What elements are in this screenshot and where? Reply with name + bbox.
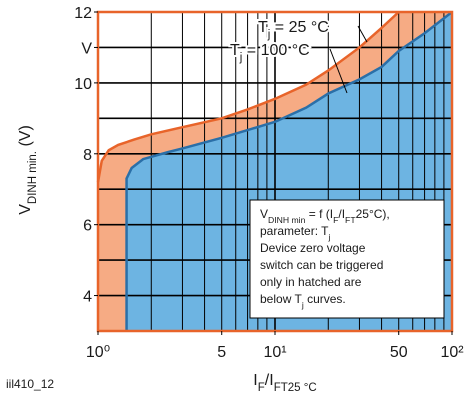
legend-label: Tj = 100 °C [230,42,310,64]
curve [125,11,453,331]
annotation-line-part: FT [345,215,356,225]
x-axis-label-part: F [258,382,265,394]
y-axis-label-part: (V) [17,125,34,151]
annotation-line-part: parameter: T [260,224,329,238]
annotation-line-part: Device zero voltage [260,241,366,255]
annotation-line-part: j [327,232,330,242]
x-axis-label-part: /I [265,372,274,389]
legend-label-part: j [267,29,271,41]
legend-label-part: T [258,19,268,36]
legend-label-part: = 100 °C [242,42,309,59]
curve [96,11,400,183]
y-axis-label-part: V [17,204,34,215]
annotation-line: only in hatched are [260,275,362,289]
x-tick-label: 50 [390,344,408,361]
annotation-line-part: curves. [304,292,346,306]
leader-line [357,25,368,43]
x-axis-label-part: I [253,372,257,389]
annotation-line-part: DINH min [268,215,306,225]
legend-label-part: j [239,52,243,64]
y-tick-label: 8 [83,147,92,164]
annotation-line: Device zero voltage [260,241,366,255]
annotation-line-part: only in hatched are [260,275,362,289]
annotation-line-part: switch can be triggered [260,258,383,272]
x-tick-label: 10¹ [263,344,286,361]
legend-label-part: T [230,42,240,59]
y-tick-label: V [81,40,92,57]
annotation-line-part: below T [260,292,302,306]
y-tick-label: 10 [74,76,92,93]
annotation-line-part: /I [338,207,345,221]
annotation-line: switch can be triggered [260,258,383,272]
annotation-line-part: V [260,207,268,221]
x-axis-label-part: FT25 °C [274,382,317,394]
annotation-line: below Tj curves. [260,292,346,310]
y-tick-label: 4 [83,289,92,306]
y-axis-label: VDINH min. (V) [17,125,39,215]
x-tick-label: 10² [440,344,464,361]
y-tick-label: 12 [74,5,92,22]
annotation-line-part: = f (I [305,207,333,221]
annotation-line-part: j [301,300,304,310]
leader-line [329,48,348,94]
x-axis-label: IF/IFT25 °C [253,372,316,394]
annotation-line-part: 25°C), [356,207,390,221]
y-axis-label-part: DINH min. [27,151,39,204]
x-tick-label: 5 [217,344,226,361]
annotation-line-part: F [333,215,338,225]
legend-label: Tj = 25 °C [258,19,329,41]
y-tick-label: 6 [83,218,92,235]
annotation-line: parameter: Tj [260,224,330,242]
footnote: iil410_12 [6,377,54,391]
x-tick-label: 10⁰ [86,344,110,361]
legend-label-part: = 25 °C [270,19,328,36]
annotation-box [249,199,445,319]
annotation-line: VDINH min = f (IF/IFT25°C), [260,207,390,225]
